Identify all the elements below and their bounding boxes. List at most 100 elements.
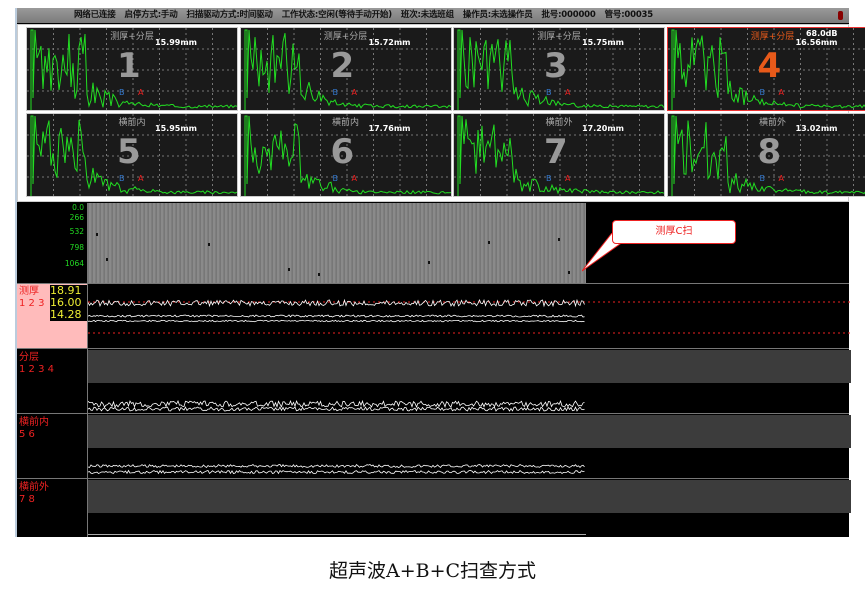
tick: 798 — [69, 243, 84, 252]
thickness-min: 14.28 — [50, 309, 87, 321]
gate-b-marker: B — [332, 88, 339, 97]
cscan-defect-dot — [208, 243, 210, 246]
thickness-label-panel: 测厚 1 2 3 18.91 16.00 14.28 — [17, 284, 88, 349]
gate-b-marker: B — [546, 88, 552, 97]
gate-a-marker: A — [351, 174, 357, 183]
status-bar: 网络已连接 启停方式:手动 扫描驱动方式:时间驱动 工作状态:空闲(等待手动开始) 班次… — [17, 8, 849, 23]
ascan-thickness: 15.95mm — [155, 124, 197, 133]
trace-line — [88, 319, 585, 323]
channel-number: 1 — [117, 46, 141, 86]
trace-line — [88, 314, 585, 318]
inner-trace — [88, 463, 585, 475]
ascan-header: 横前外 — [758, 118, 786, 128]
trace-line — [88, 298, 585, 308]
ascan-panel-8[interactable]: 横前外 13.02mm 8 B A — [666, 113, 865, 197]
inspection-window: 网络已连接 启停方式:手动 扫描驱动方式:时间驱动 工作状态:空闲(等待手动开始) 班次… — [15, 8, 865, 537]
gate-b-marker: B — [546, 174, 552, 183]
thickness-label: 测厚 — [19, 286, 39, 297]
channel-number: 6 — [330, 132, 355, 172]
gate-a-marker: A — [565, 88, 571, 97]
ascan-panel-5[interactable]: 横前内 15.95mm 5 B A — [26, 113, 238, 197]
ascan-thickness: 17.76mm — [368, 124, 411, 133]
channel-number: 5 — [117, 132, 141, 172]
cscan-axis: 0.0 266 532 798 1064 — [17, 203, 88, 283]
pipe-number: 管号:00035 — [604, 10, 654, 20]
cscan-defect-dot — [288, 268, 290, 271]
channel-number: 3 — [544, 46, 568, 86]
ascan-panel-2[interactable]: 测厚+分层 15.72mm 2 B A — [239, 27, 452, 111]
track-channels: 1 2 3 4 — [19, 364, 54, 375]
ascan-thickness: 15.99mm — [155, 38, 197, 47]
channel-number: 4 — [757, 46, 782, 86]
cscan-defect-dot — [568, 271, 570, 274]
gate-b-marker: B — [119, 174, 125, 183]
gate-b-marker: B — [119, 88, 125, 97]
start-mode: 启停方式:手动 — [124, 10, 178, 20]
caption: 超声波A+B+C扫查方式 — [328, 560, 537, 582]
ascan-waveform — [27, 114, 237, 196]
drive-mode: 扫描驱动方式:时间驱动 — [186, 10, 273, 20]
trace-line — [88, 469, 585, 475]
thickness-max: 18.91 — [50, 285, 87, 297]
ascan-waveform — [454, 28, 664, 110]
gate-a-marker: A — [565, 174, 571, 183]
ascan-grid: 测厚+分层 15.99mm 1 B A 测厚+分层 15.72mm 2 B A … — [17, 24, 865, 202]
gate-a-marker: A — [351, 88, 357, 97]
lamination-trace — [88, 399, 585, 412]
gate-a-marker: A — [138, 174, 144, 183]
ascan-thickness: 16.56mm — [795, 38, 838, 47]
thickness-avg: 16.00 — [50, 297, 87, 309]
batch-number: 批号:000000 — [541, 10, 596, 20]
track-label: 分层 — [19, 352, 39, 363]
ascan-header: 测厚+分层 — [110, 32, 154, 42]
thickness-bscan[interactable] — [88, 284, 851, 349]
ascan-header: 测厚+分层 — [323, 32, 368, 42]
gate-a-marker: A — [778, 174, 784, 183]
pin-icon[interactable] — [838, 11, 843, 20]
operator: 操作员:未选操作员 — [462, 10, 533, 20]
ascan-panel-3[interactable]: 测厚+分层 15.75mm 3 B A — [453, 27, 665, 111]
tick: 0.0 — [72, 203, 84, 212]
ascan-thickness: 13.02mm — [795, 124, 838, 133]
cscan-defect-dot — [488, 241, 490, 244]
lamination-band — [88, 350, 851, 383]
trace-line — [88, 463, 585, 469]
cscan-defect-dot — [106, 258, 108, 261]
ascan-waveform — [27, 28, 237, 110]
thickness-channels: 1 2 3 — [19, 298, 45, 309]
ascan-waveform — [454, 114, 664, 196]
cscan-defect-dot — [318, 273, 320, 276]
ascan-header: 测厚+分层 — [537, 32, 581, 42]
channel-number: 7 — [544, 132, 568, 172]
shift: 班次:未选班组 — [400, 10, 454, 20]
ascan-thickness: 15.72mm — [368, 38, 411, 47]
thickness-cscan[interactable] — [88, 203, 586, 283]
ascan-thickness: 15.75mm — [582, 38, 624, 47]
ascan-header: 横前内 — [331, 118, 359, 128]
cscan-callout: 测厚C扫 — [612, 220, 736, 244]
ascan-panel-6[interactable]: 横前内 17.76mm 6 B A — [239, 113, 452, 197]
trace-line — [88, 406, 585, 412]
ascan-thickness: 17.20mm — [582, 124, 624, 133]
ascan-waveform — [240, 114, 451, 196]
cscan-defect-dot — [558, 238, 560, 241]
gate-b-marker: B — [759, 174, 766, 183]
tick: 266 — [69, 213, 84, 222]
ascan-panel-4[interactable]: 测厚+分层 68.0dB 16.56mm 4 B A — [666, 27, 865, 111]
track-channels: 7 8 — [19, 494, 35, 505]
gate-b-marker: B — [759, 88, 766, 97]
gate-a-marker: A — [138, 88, 144, 97]
outer-band — [88, 480, 851, 513]
cscan-defect-dot — [428, 261, 430, 264]
ascan-header: 测厚+分层 — [750, 32, 795, 42]
gate-a-marker: A — [778, 88, 784, 97]
ascan-header: 横前内 — [118, 118, 146, 128]
channel-number: 8 — [757, 132, 782, 172]
cscan-defect-dot — [96, 233, 98, 236]
ascan-panel-1[interactable]: 测厚+分层 15.99mm 1 B A — [26, 27, 238, 111]
ascan-header: 横前外 — [545, 118, 573, 128]
ascan-panel-7[interactable]: 横前外 17.20mm 7 B A — [453, 113, 665, 197]
tick: 532 — [69, 227, 84, 236]
ascan-waveform — [667, 28, 865, 110]
tick: 1064 — [64, 259, 84, 268]
